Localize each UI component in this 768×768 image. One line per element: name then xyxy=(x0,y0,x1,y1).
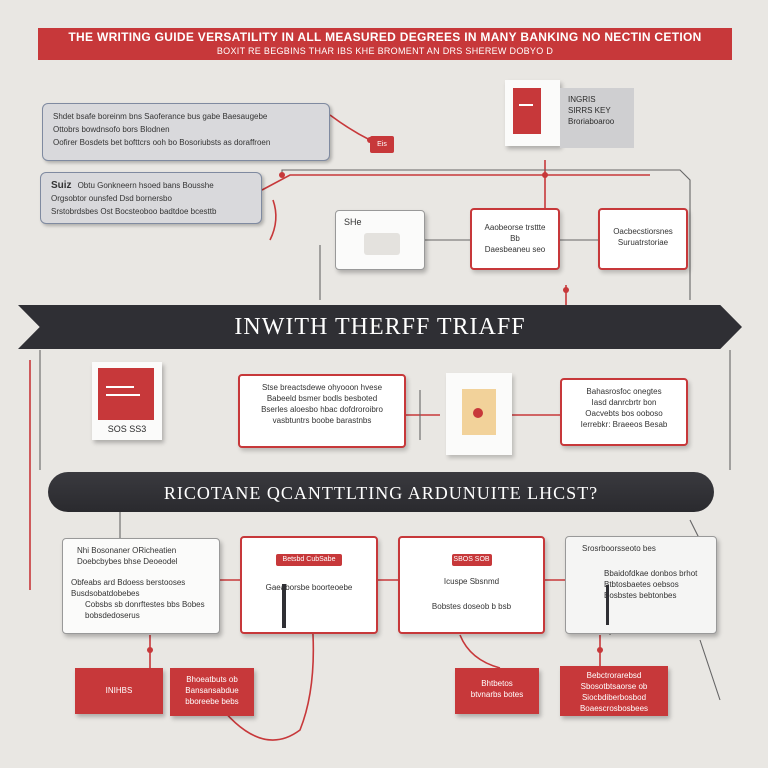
info-box-a-line: Oofirer Bosdets bet bofttcrs ooh bo Boso… xyxy=(53,138,271,147)
info-box-a: Shdet bsafe boreinm bns Saoferance bus g… xyxy=(42,103,330,161)
bottom-red-box-3-line: btvnarbs botes xyxy=(470,690,524,699)
row3-card-3-line: Icuspe Sbsnmd xyxy=(443,577,500,586)
row3-card-4-line: Bosbstes bebtonbes xyxy=(604,591,677,600)
row3-card-4-marker-icon xyxy=(606,585,609,625)
row2-card-left-line: vasbtuntrs boobe barastnbs xyxy=(272,416,372,425)
report-icon-caption: SOS SS3 xyxy=(107,424,147,434)
row1-card-3-line: Oacbecstiorsnes xyxy=(613,227,673,236)
row1-card-2: Aaobeorse trsttte Bb Daesbeaneu seo xyxy=(470,208,560,270)
bottom-red-box-3-line: Bhtbetos xyxy=(481,679,513,688)
info-box-b-line: Obtu Gonkneern hsoed bans Bousshe xyxy=(77,181,214,190)
bottom-red-box-4-line: Sbosotbtsaorse ob xyxy=(580,682,648,691)
row1-card-1-label: SHe xyxy=(344,217,362,227)
info-box-b-line: Orgsobtor ounsfed Dsd bornersbo xyxy=(51,194,172,203)
document-note-line: INGRIS xyxy=(568,95,596,104)
report-icon-line xyxy=(106,386,134,388)
document-note-line: SIRRS KEY xyxy=(568,106,611,115)
bottom-red-box-2-line: bboreebe bebs xyxy=(185,697,239,706)
row3-card-2-pen-icon xyxy=(282,584,286,628)
row1-card-1-image xyxy=(364,233,400,255)
row1-card-2-line: Aaobeorse trsttte xyxy=(484,223,546,232)
center-card xyxy=(446,373,512,455)
row3-card-3-tag: SBOS SOB xyxy=(451,554,492,566)
report-icon: SOS SS3 xyxy=(92,362,162,440)
info-box-b: Suiz Obtu Gonkneern hsoed bans Bousshe O… xyxy=(40,172,262,224)
row3-card-3-line: Bobstes doseob b bsb xyxy=(431,602,512,611)
bottom-red-box-1: INIHBS xyxy=(75,668,163,714)
document-icon-cover xyxy=(513,88,541,134)
row3-card-1-line: Obfeabs ard Bdoess berstooses xyxy=(71,578,186,587)
row3-card-2-tag: Betsbd CubSabe xyxy=(276,554,342,566)
row3-card-4-line: Btbtosbaetes oebsos xyxy=(604,580,679,589)
row3-card-1-line: Nhi Bosonaner ORicheatien xyxy=(77,546,177,555)
row1-card-3: Oacbecstiorsnes Suruatrstoriae xyxy=(598,208,688,270)
row3-card-1-line: Busdsobatdobebes xyxy=(71,589,140,598)
bottom-red-box-4-line: Bebctrorarebsd xyxy=(586,671,642,680)
row2-card-right-line: Oacvebts bos ooboso xyxy=(585,409,663,418)
info-box-b-tag: Suiz xyxy=(51,180,72,191)
row3-card-4-line: Bbaidofdkae donbos brhot xyxy=(604,569,698,578)
row3-card-4-line: Srosrboorsseoto bes xyxy=(582,544,656,553)
row2-card-left-line: Babeeld bsmer bodls besboted xyxy=(266,394,378,403)
center-card-dot-icon xyxy=(473,408,483,418)
row2-card-right-line: Bahasrosfoc onegtes xyxy=(586,387,662,396)
row2-card-left-line: Bserles aloesbo hbac dofdroroibro xyxy=(261,405,383,414)
row1-card-3-line: Suruatrstoriae xyxy=(617,238,669,247)
bottom-red-box-4-line: Boaescrosbosbees xyxy=(579,704,649,713)
header-subtitle: BOXIT RE BEGBINS THAR IBS KHE BROMENT AN… xyxy=(216,46,554,56)
row3-card-4: Srosrboorsseoto bes Bbaidofdkae donbos b… xyxy=(565,536,717,634)
info-box-a-line: Ottobrs bowdnsofo bors Blodnen xyxy=(53,125,170,134)
row1-card-2-line: Daesbeaneu seo xyxy=(484,245,546,254)
bottom-red-box-2: Bhoeatbuts ob Bansansabdue bboreebe bebs xyxy=(170,668,254,716)
row2-card-left-line: Stse breactsdewe ohyooon hvese xyxy=(261,383,383,392)
info-box-b-line: Srstobrdsbes Ost Bocsteoboo badtdoe bces… xyxy=(51,207,217,216)
row2-card-right: Bahasrosfoc onegtes Iasd danrcbrtr bon O… xyxy=(560,378,688,446)
bottom-red-box-4-line: Siocbdiberbosbod xyxy=(581,693,647,702)
row2-card-left: Stse breactsdewe ohyooon hvese Babeeld b… xyxy=(238,374,406,448)
small-red-tag: Eis xyxy=(370,136,394,153)
bottom-red-box-3: Bhtbetos btvnarbs botes xyxy=(455,668,539,714)
row3-card-1-line: Cobsbs sb donrftestes bbs Bobes bobsdedo… xyxy=(85,600,205,620)
row2-card-right-line: Iasd danrcbrtr bon xyxy=(591,398,657,407)
header-title-bar: THE WRITING GUIDE VERSATILITY IN ALL MEA… xyxy=(38,28,732,60)
bottom-red-box-2-line: Bansansabdue xyxy=(185,686,239,695)
row2-card-right-line: Ierrebkr: Braeeos Besab xyxy=(580,420,668,429)
row3-card-2: Betsbd CubSabe Gaeaborsbe boorteoebe xyxy=(240,536,378,634)
row3-card-2-line: Gaeaborsbe boorteoebe xyxy=(265,583,353,592)
section-banner-2: RICOTANE QCANTTLTING ARDUNUITE LHCST? xyxy=(48,472,714,512)
info-box-a-line: Shdet bsafe boreinm bns Saoferance bus g… xyxy=(53,112,268,121)
document-icon xyxy=(505,80,560,146)
bottom-red-box-2-line: Bhoeatbuts ob xyxy=(186,675,238,684)
report-icon-line xyxy=(106,394,140,396)
section-banner-1: INWITH THERFF TRIAFF xyxy=(18,305,742,349)
document-icon-line xyxy=(519,104,533,106)
row1-card-1: SHe xyxy=(335,210,425,270)
row3-card-1: Nhi Bosonaner ORicheatien Doebcbybes bhs… xyxy=(62,538,220,634)
row1-card-2-line: Bb xyxy=(510,234,520,243)
row3-card-1-line: Doebcbybes bhse Deoeodel xyxy=(77,557,178,566)
row3-card-3: SBOS SOB Icuspe Sbsnmd Bobstes doseob b … xyxy=(398,536,545,634)
document-note: INGRIS SIRRS KEY Broriaboaroo xyxy=(560,88,634,148)
document-note-line: Broriaboaroo xyxy=(568,117,615,126)
bottom-red-box-4: Bebctrorarebsd Sbosotbtsaorse ob Siocbdi… xyxy=(560,666,668,716)
header-title: THE WRITING GUIDE VERSATILITY IN ALL MEA… xyxy=(68,30,702,44)
